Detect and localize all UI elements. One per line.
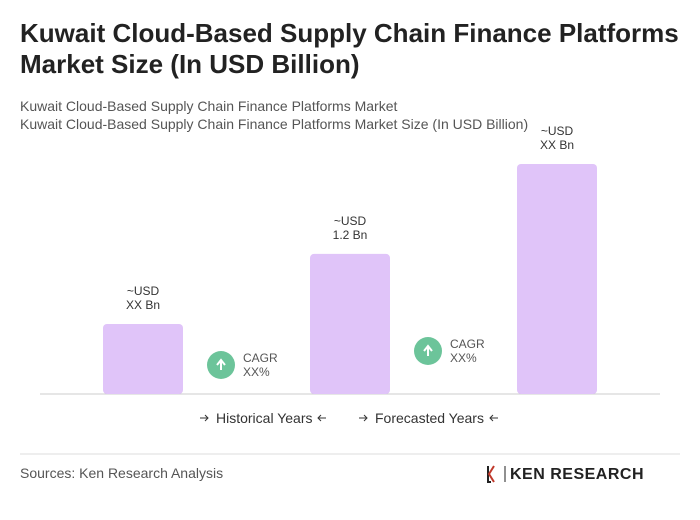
bar [103, 323, 183, 394]
period-label: Forecasted Years [375, 410, 484, 426]
cagr-arrow [423, 344, 433, 356]
chart-title: Kuwait Cloud-Based Supply Chain Finance … [20, 18, 679, 79]
arrow [200, 414, 209, 422]
cagr-label: CAGR XX% [450, 337, 485, 365]
data-label: ~USD XX Bn [125, 283, 161, 312]
cagr-label: CAGR XX% [243, 351, 278, 379]
source: Sources: Ken Research Analysis [20, 465, 224, 481]
arrow [489, 414, 498, 422]
data-label: ~USD 1.2 Bn [332, 213, 368, 242]
subtitle: Kuwait Cloud-Based Supply Chain Finance … [20, 116, 529, 132]
logo-icon [487, 465, 506, 483]
subtitle: Kuwait Cloud-Based Supply Chain Finance … [20, 98, 398, 114]
logo: KEN RESEARCH [510, 466, 645, 483]
bar [517, 164, 597, 394]
cagr-arrow [216, 358, 226, 370]
arrow [359, 414, 368, 422]
data-label: ~USD XX Bn [539, 124, 575, 152]
bar [310, 253, 390, 394]
period-label: Historical Years [216, 410, 313, 426]
arrow [317, 414, 326, 422]
